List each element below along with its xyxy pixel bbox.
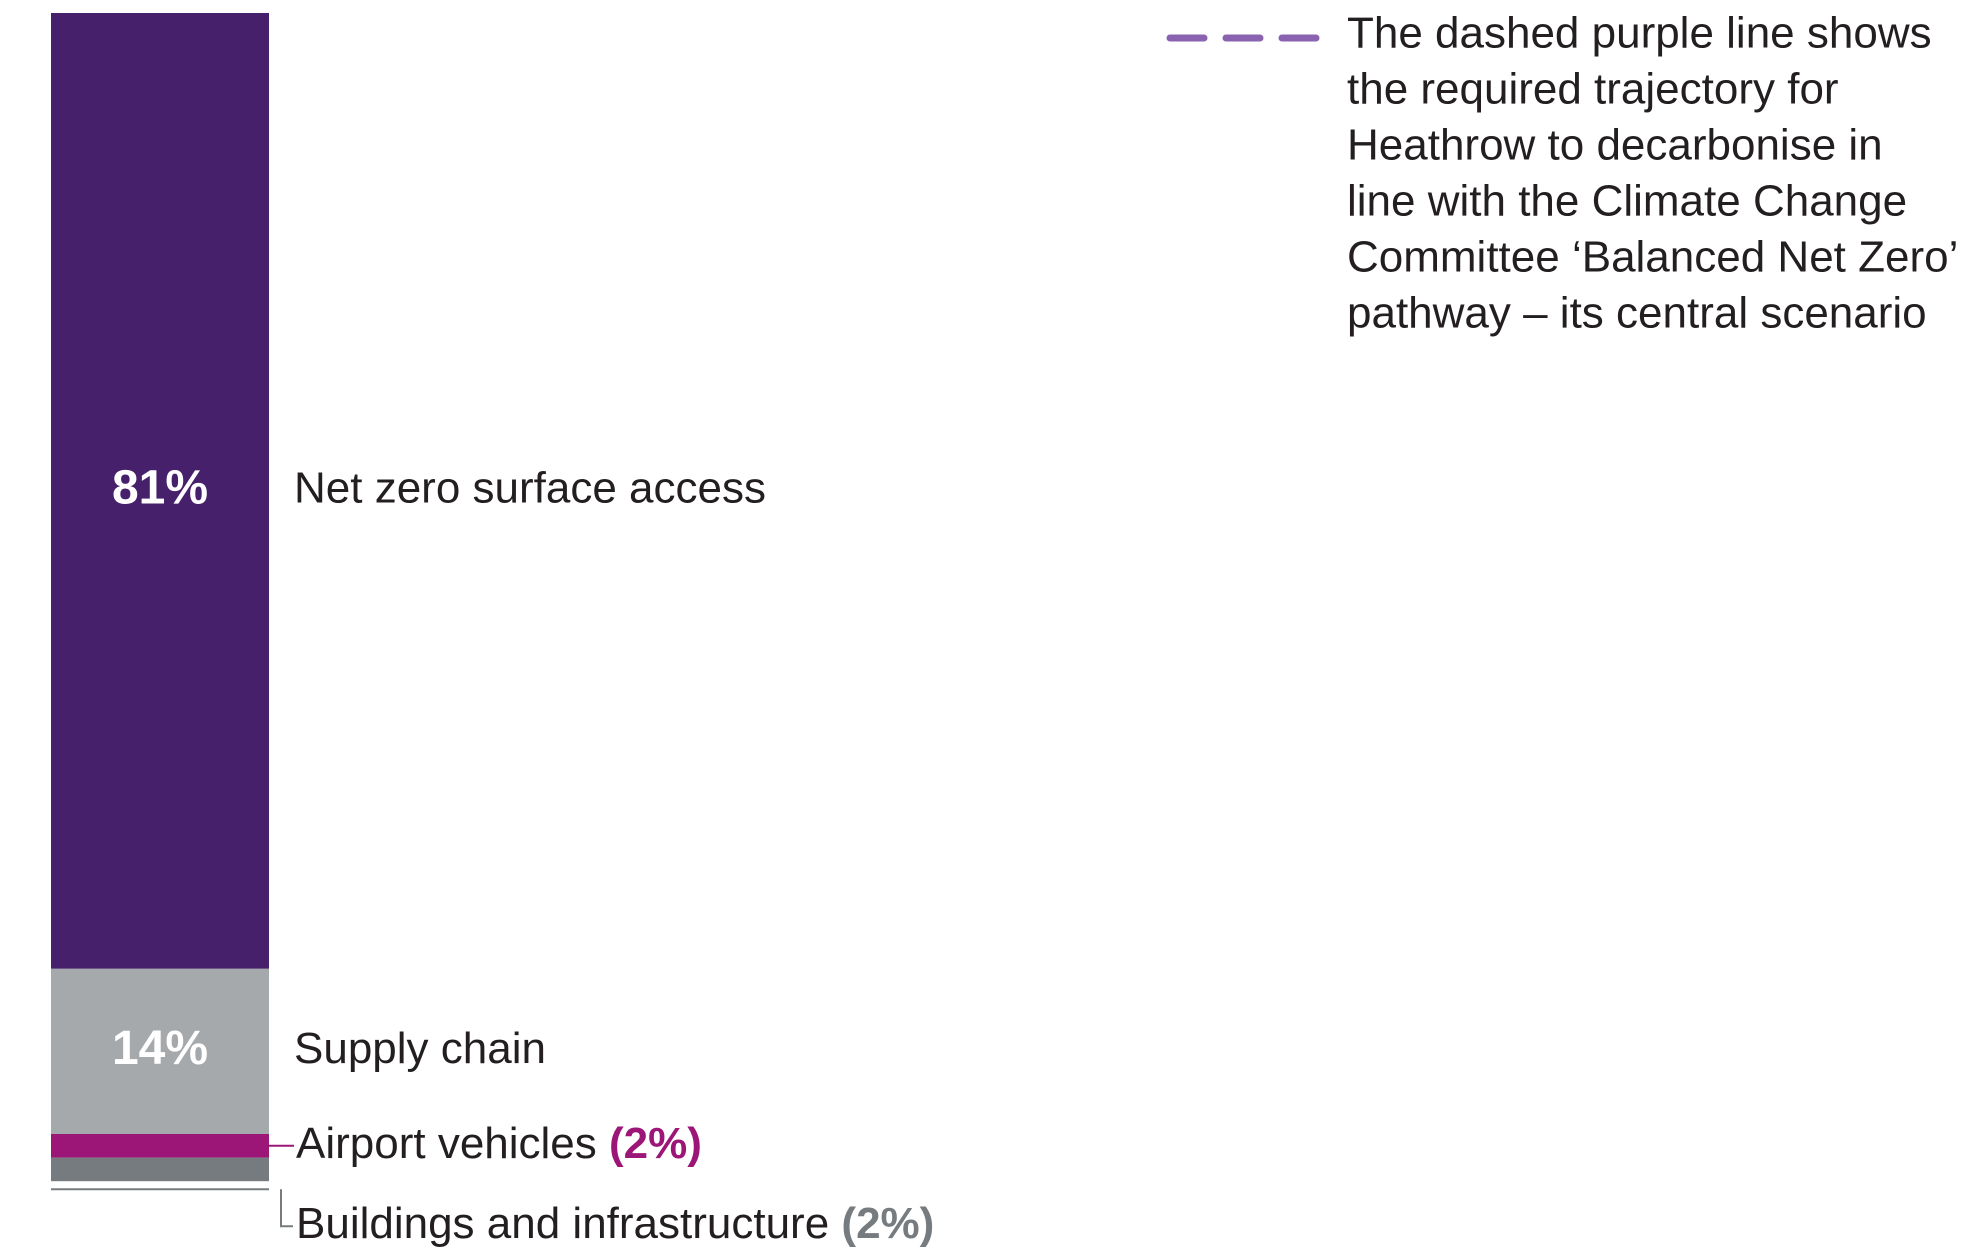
value-label: 81%: [112, 462, 208, 515]
category-name: Airport vehicles: [296, 1118, 597, 1167]
annotation-line: pathway – its central scenario: [1347, 289, 1927, 338]
annotation-line: Heathrow to decarbonise in: [1347, 121, 1883, 170]
category-label: Airport vehicles (2%): [296, 1118, 702, 1167]
category-name: Buildings and infrastructure: [296, 1199, 829, 1248]
leader-line: [280, 1189, 293, 1228]
bar-segment: [51, 13, 269, 969]
value-label: 14%: [112, 1022, 208, 1075]
annotation-line: the required trajectory for: [1347, 65, 1839, 114]
value-label: (2%): [841, 1199, 934, 1248]
category-label: Net zero surface access: [294, 464, 766, 513]
annotation-line: The dashed purple line shows: [1347, 9, 1932, 58]
annotation-line: line with the Climate Change: [1347, 177, 1907, 226]
category-label: Buildings and infrastructure (2%): [296, 1199, 934, 1248]
annotation-line: Committee ‘Balanced Net Zero’: [1347, 233, 1958, 282]
bar-segment: [51, 968, 269, 1134]
bar-segment: [51, 1134, 269, 1158]
bar-segment: [51, 1157, 269, 1182]
value-label: (2%): [609, 1118, 702, 1167]
category-label: Supply chain: [294, 1024, 546, 1073]
